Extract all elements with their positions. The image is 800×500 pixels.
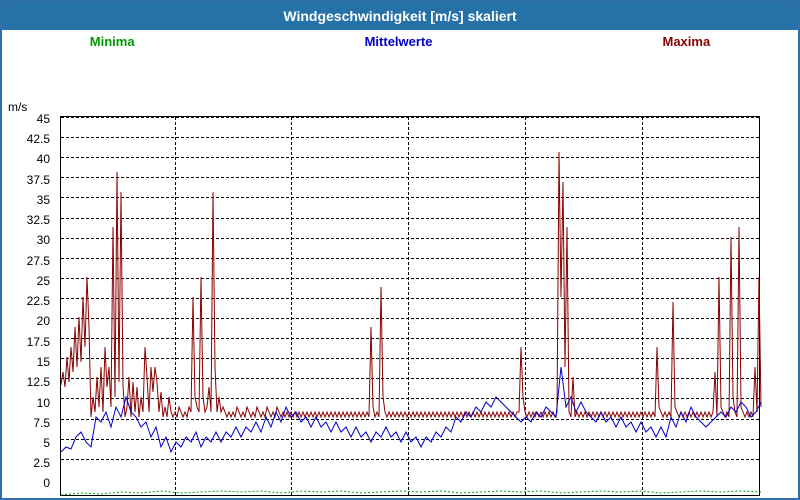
y-tick-22-5: 22.5 bbox=[4, 294, 50, 308]
legend-item-maxima: Maxima bbox=[663, 34, 711, 49]
chart-titlebar: Windgeschwindigkeit [m/s] skaliert bbox=[2, 2, 798, 30]
minima-line-svg bbox=[61, 117, 761, 497]
y-tick-42-5: 42.5 bbox=[4, 132, 50, 146]
y-tick-35: 35 bbox=[4, 193, 50, 207]
legend-item-mittelwerte: Mittelwerte bbox=[365, 34, 433, 49]
minima-series-line bbox=[61, 491, 761, 495]
y-tick-37-5: 37.5 bbox=[4, 173, 50, 187]
chart-legend: Minima Mittelwerte Maxima bbox=[2, 30, 798, 52]
y-tick-27-5: 27.5 bbox=[4, 254, 50, 268]
y-tick-20: 20 bbox=[4, 314, 50, 328]
chart-window: Windgeschwindigkeit [m/s] skaliert Minim… bbox=[0, 0, 800, 500]
y-tick-5: 5 bbox=[4, 436, 50, 450]
y-tick-25: 25 bbox=[4, 274, 50, 288]
y-tick-40: 40 bbox=[4, 152, 50, 166]
x-axis-ticks: 01.01.17 01.03.17 01.05.17 01.07.17 01.0… bbox=[60, 496, 760, 500]
y-tick-32-5: 32.5 bbox=[4, 213, 50, 227]
y-tick-15: 15 bbox=[4, 355, 50, 369]
y-tick-45: 45 bbox=[4, 112, 50, 126]
y-tick-17-5: 17.5 bbox=[4, 335, 50, 349]
y-tick-10: 10 bbox=[4, 396, 50, 410]
chart-title: Windgeschwindigkeit [m/s] skaliert bbox=[283, 8, 516, 24]
y-tick-7-5: 7.5 bbox=[4, 416, 50, 430]
y-tick-0: 0 bbox=[4, 476, 50, 490]
y-tick-30: 30 bbox=[4, 233, 50, 247]
y-tick-12-5: 12.5 bbox=[4, 375, 50, 389]
legend-item-minima: Minima bbox=[90, 34, 135, 49]
y-tick-2-5: 2.5 bbox=[4, 456, 50, 470]
plot-area: m/s bbox=[2, 52, 800, 482]
axes-box bbox=[60, 116, 760, 496]
